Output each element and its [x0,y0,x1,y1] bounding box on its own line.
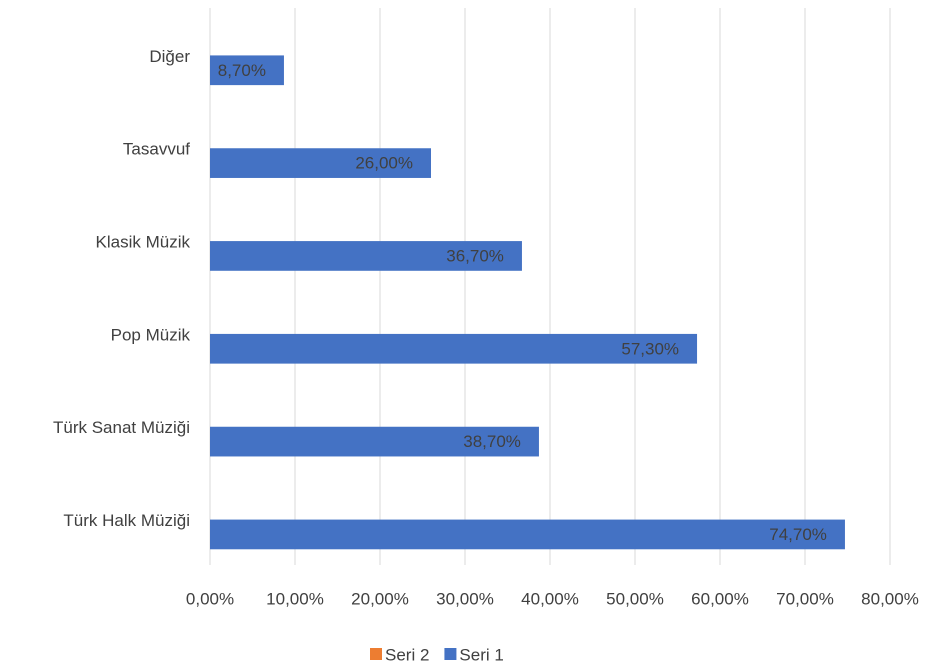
data-label: 8,70% [218,61,266,80]
x-tick-label: 30,00% [436,589,494,608]
x-tick-label: 0,00% [186,589,234,608]
x-tick-label: 50,00% [606,589,664,608]
legend-label: Seri 2 [385,645,429,664]
bar [210,519,845,550]
bar [210,241,522,271]
legend-swatch [370,648,382,660]
y-tick-label: Klasik Müzik [96,233,191,252]
data-label: 26,00% [355,154,413,173]
bar [210,426,539,457]
legend-label: Seri 1 [459,645,503,664]
data-label: 74,70% [769,525,827,544]
bar [210,333,698,364]
bar [210,55,284,86]
x-tick-label: 70,00% [776,589,834,608]
legend-swatch [444,648,457,660]
x-tick-label: 60,00% [691,589,749,608]
y-tick-label: Pop Müzik [111,325,191,344]
bar [210,148,431,178]
x-tick-label: 10,00% [266,589,324,608]
x-tick-label: 80,00% [861,589,919,608]
y-tick-label: Türk Sanat Müziği [53,418,190,437]
y-tick-label: Tasavvuf [123,140,190,159]
y-tick-label: Türk Halk Müziği [63,511,190,530]
data-label: 38,70% [463,432,521,451]
x-tick-label: 40,00% [521,589,579,608]
y-tick-label: Diğer [149,47,190,66]
x-tick-label: 20,00% [351,589,409,608]
data-label: 57,30% [621,339,679,358]
data-label: 36,70% [446,246,504,265]
